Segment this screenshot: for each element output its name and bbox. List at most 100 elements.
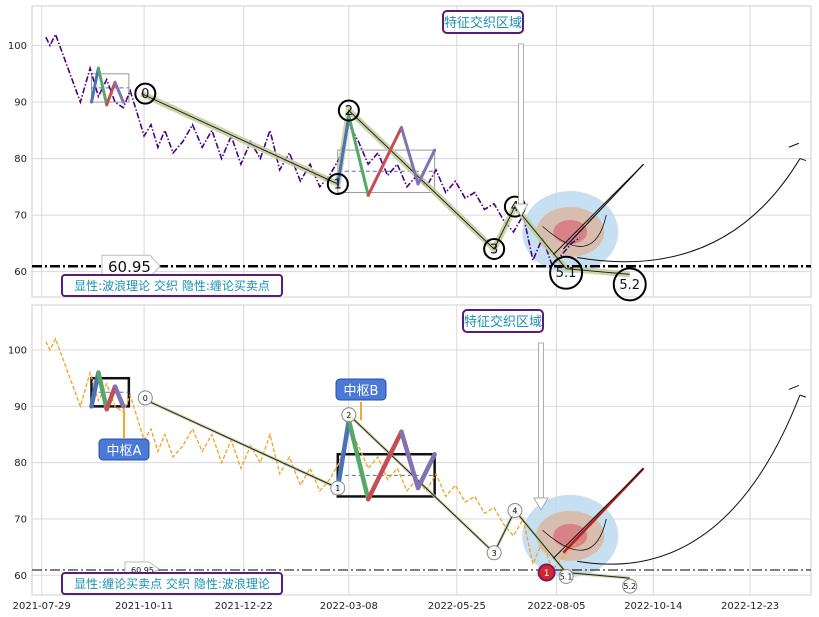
target-arrow-shaft bbox=[538, 342, 544, 499]
wave-point-marker bbox=[622, 578, 638, 594]
x-tick-label: 2021-12-22 bbox=[215, 601, 273, 612]
projection-line bbox=[562, 467, 645, 554]
bi-stroke bbox=[104, 384, 118, 412]
pivot-label-box bbox=[335, 378, 387, 401]
bi-stroke bbox=[336, 114, 351, 186]
projection-line bbox=[552, 163, 644, 255]
wave-point-label: 5.1 bbox=[556, 266, 577, 281]
wave-point-marker bbox=[549, 255, 584, 290]
wave-point-marker bbox=[326, 172, 349, 195]
wave-point-marker bbox=[330, 480, 346, 496]
wave-point-marker bbox=[341, 407, 357, 423]
bi-stroke bbox=[113, 80, 125, 104]
wave-point-label: 3 bbox=[492, 549, 497, 558]
wave-point-label: 1 bbox=[334, 177, 342, 192]
y-tick-label: 90 bbox=[14, 98, 27, 109]
x-tick-label: 2022-10-14 bbox=[624, 601, 682, 612]
target-label: 特征交织区域 bbox=[444, 15, 522, 31]
wave-point-marker bbox=[134, 82, 157, 105]
level-tag bbox=[101, 254, 161, 278]
x-tick-label: 2021-10-11 bbox=[115, 601, 173, 612]
y-tick-label: 90 bbox=[14, 402, 27, 413]
bi-stroke bbox=[399, 125, 420, 186]
wave-point-marker bbox=[558, 568, 574, 584]
x-tick-label: 2022-03-08 bbox=[320, 601, 378, 612]
wave-point-marker bbox=[507, 503, 523, 519]
x-tick-label: 2022-08-05 bbox=[527, 601, 585, 612]
projection-arc bbox=[577, 158, 801, 263]
y-tick-label: 100 bbox=[8, 346, 27, 357]
target-label: 特征交织区域 bbox=[464, 314, 542, 330]
wave-point-label: 5.2 bbox=[619, 278, 640, 293]
target-arrow-head bbox=[533, 497, 549, 511]
bi-stroke bbox=[365, 429, 404, 502]
wave-point-marker bbox=[337, 99, 360, 122]
bi-stroke bbox=[335, 418, 352, 491]
target-label-box bbox=[462, 309, 544, 333]
pivot-label: 中枢A bbox=[107, 444, 142, 459]
plot-frame bbox=[31, 304, 812, 596]
bi-stroke bbox=[347, 114, 370, 197]
wave-point-label: 1 bbox=[335, 484, 340, 493]
bi-stroke bbox=[416, 148, 437, 186]
plot-frame bbox=[31, 5, 812, 298]
target-arrow-head bbox=[513, 203, 529, 217]
legend-text: 显性:波浪理论 交织 隐性:缠论买卖点 bbox=[74, 278, 270, 293]
projection-line bbox=[552, 467, 644, 559]
legend-box bbox=[61, 572, 283, 595]
wave-point-label: 2 bbox=[346, 411, 351, 420]
target-label-box bbox=[442, 10, 524, 34]
bi-stroke bbox=[399, 429, 421, 491]
arc-end-mark bbox=[788, 385, 807, 398]
legend-text: 显性:缠论买卖点 交织 隐性:波浪理论 bbox=[74, 576, 270, 591]
wave-point-label: 5.1 bbox=[560, 572, 573, 581]
bi-stroke bbox=[96, 66, 109, 107]
y-tick-label: 60 bbox=[14, 267, 27, 278]
projection-arc bbox=[542, 518, 607, 551]
bi-stroke bbox=[89, 66, 100, 104]
wave-point-marker bbox=[612, 267, 647, 302]
y-tick-label: 70 bbox=[14, 211, 27, 222]
pivot-label-box bbox=[98, 438, 150, 461]
bi-stroke bbox=[112, 384, 126, 409]
wave-point-label: 0 bbox=[141, 87, 149, 102]
panel-top: 60 70 80 90 100 60.95 0 1 2 3 4 5.1 5.2 特征交织区域显性:波浪理论… bbox=[8, 5, 812, 302]
projection-arc bbox=[542, 214, 607, 247]
pivot-label: 中枢B bbox=[344, 384, 379, 399]
level-label: 60.95 bbox=[108, 258, 151, 276]
panel-bottom: 2021-07-29 2021-10-11 2021-12-22 2022-03-08… bbox=[8, 304, 812, 612]
x-tick-label: 2021-07-29 bbox=[13, 601, 71, 612]
bi-stroke bbox=[89, 370, 101, 409]
price-line bbox=[45, 337, 581, 572]
y-tick-label: 80 bbox=[14, 154, 27, 165]
target-arrow-shaft bbox=[518, 43, 524, 205]
bi-stroke bbox=[366, 125, 403, 197]
wave-point-label: 0 bbox=[143, 394, 148, 403]
wave-point-label: 4 bbox=[511, 200, 519, 215]
y-tick-label: 60 bbox=[14, 571, 27, 582]
y-tick-label: 70 bbox=[14, 514, 27, 525]
target-zone-inner bbox=[553, 220, 588, 245]
bi-stroke bbox=[346, 418, 371, 502]
wave-point-marker bbox=[486, 545, 502, 561]
buy-point-marker bbox=[537, 563, 556, 582]
x-tick-label: 2022-05-25 bbox=[428, 601, 486, 612]
arc-end-mark bbox=[788, 142, 807, 162]
legend-box bbox=[61, 274, 283, 297]
buy-point-label: 1 bbox=[544, 569, 550, 579]
wave-point-marker bbox=[137, 390, 153, 406]
projection-arc bbox=[577, 394, 801, 565]
wave-point-label: 5.2 bbox=[623, 582, 636, 591]
wave-point-label: 4 bbox=[512, 507, 517, 516]
y-tick-label: 100 bbox=[8, 41, 27, 52]
wave-point-label: 3 bbox=[490, 242, 498, 257]
bi-stroke bbox=[105, 80, 117, 107]
bi-stroke bbox=[96, 370, 109, 412]
wave-point-label: 2 bbox=[345, 104, 353, 119]
bi-stroke bbox=[415, 451, 437, 491]
x-tick-label: 2022-12-23 bbox=[721, 601, 779, 612]
level-label: 60.95 bbox=[131, 566, 154, 575]
projection-line bbox=[562, 163, 645, 250]
y-tick-label: 80 bbox=[14, 458, 27, 469]
